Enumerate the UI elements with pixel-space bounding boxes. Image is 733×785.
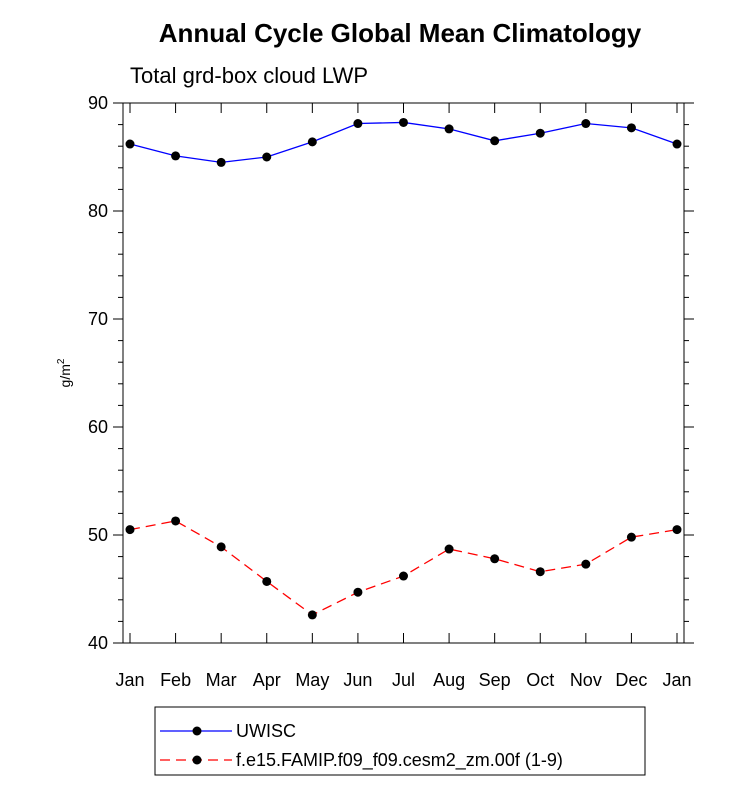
chart-title: Annual Cycle Global Mean Climatology bbox=[159, 18, 642, 48]
legend-label: UWISC bbox=[236, 721, 296, 741]
y-tick-label: 60 bbox=[88, 417, 108, 437]
x-tick-label: Oct bbox=[526, 670, 554, 690]
data-point bbox=[353, 587, 363, 597]
x-tick-label: Apr bbox=[253, 670, 281, 690]
plot-frame bbox=[122, 102, 685, 644]
series-layer bbox=[125, 117, 682, 620]
series-line bbox=[129, 520, 678, 616]
axis-ticks bbox=[113, 102, 694, 644]
legend-swatch-marker bbox=[192, 755, 202, 765]
data-point bbox=[262, 576, 272, 586]
x-tick-label: Jun bbox=[343, 670, 372, 690]
legend: UWISC f.e15.FAMIP.f09_f09.cesm2_zm.00f (1… bbox=[160, 721, 563, 771]
series-1 bbox=[125, 516, 682, 620]
data-point bbox=[307, 610, 317, 620]
data-point bbox=[216, 542, 226, 552]
x-tick-label: Feb bbox=[160, 670, 191, 690]
x-tick-label: Jan bbox=[662, 670, 691, 690]
y-tick-label: 40 bbox=[88, 633, 108, 653]
tick-labels: 40 50 60 70 80 90 Jan Feb Mar Apr May Jun Jul Aug Sep O… bbox=[88, 93, 692, 690]
data-point bbox=[307, 137, 317, 147]
legend-label: f.e15.FAMIP.f09_f09.cesm2_zm.00f (1-9) bbox=[236, 750, 563, 771]
data-point bbox=[399, 571, 408, 581]
data-point bbox=[216, 157, 226, 167]
data-point bbox=[490, 136, 500, 146]
x-tick-label: Dec bbox=[615, 670, 647, 690]
x-tick-label: Jul bbox=[392, 670, 415, 690]
data-point bbox=[581, 559, 591, 569]
x-tick-label: Sep bbox=[479, 670, 511, 690]
data-point bbox=[171, 516, 181, 526]
data-point bbox=[490, 554, 500, 564]
x-tick-label: Nov bbox=[570, 670, 602, 690]
data-point bbox=[581, 119, 591, 129]
data-point bbox=[626, 123, 636, 133]
data-point bbox=[444, 124, 454, 134]
data-point bbox=[353, 119, 363, 129]
data-point bbox=[626, 532, 636, 542]
x-tick-label: Aug bbox=[433, 670, 465, 690]
y-axis-label: g/m2 bbox=[56, 358, 73, 387]
legend-box bbox=[154, 706, 646, 776]
chart-subtitle: Total grd-box cloud LWP bbox=[130, 63, 368, 88]
data-point bbox=[672, 525, 682, 535]
data-point bbox=[535, 128, 545, 138]
y-tick-label: 80 bbox=[88, 201, 108, 221]
series-line bbox=[129, 121, 678, 164]
legend-swatch-marker bbox=[192, 726, 202, 736]
y-tick-label: 70 bbox=[88, 309, 108, 329]
x-tick-label: May bbox=[295, 670, 329, 690]
data-point bbox=[399, 117, 408, 127]
data-point bbox=[262, 152, 272, 162]
y-tick-label: 90 bbox=[88, 93, 108, 113]
x-tick-label: Mar bbox=[206, 670, 237, 690]
data-point bbox=[125, 525, 135, 535]
data-point bbox=[535, 567, 545, 577]
data-point bbox=[672, 139, 682, 149]
x-tick-label: Jan bbox=[115, 670, 144, 690]
data-point bbox=[125, 139, 135, 149]
series-0 bbox=[125, 117, 682, 167]
y-tick-label: 50 bbox=[88, 525, 108, 545]
data-point bbox=[444, 544, 454, 554]
data-point bbox=[171, 151, 181, 161]
